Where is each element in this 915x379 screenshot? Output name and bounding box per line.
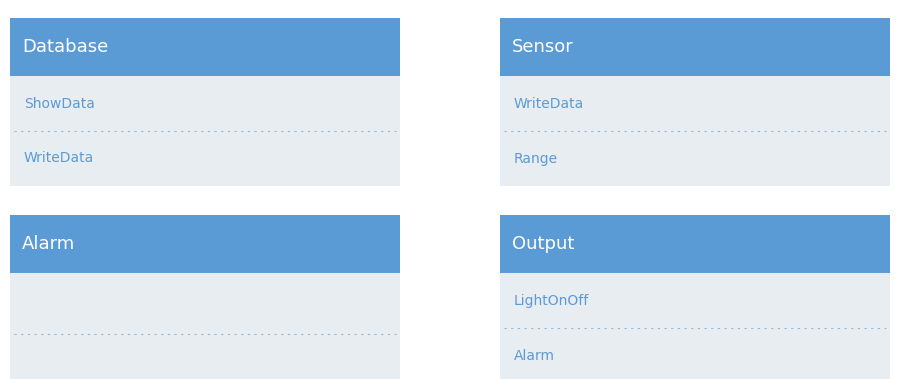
FancyBboxPatch shape xyxy=(500,18,890,76)
FancyBboxPatch shape xyxy=(500,76,890,186)
FancyBboxPatch shape xyxy=(10,215,400,273)
FancyBboxPatch shape xyxy=(10,273,400,379)
FancyBboxPatch shape xyxy=(10,76,400,186)
Text: Alarm: Alarm xyxy=(22,235,75,253)
FancyBboxPatch shape xyxy=(500,215,890,273)
FancyBboxPatch shape xyxy=(500,273,890,379)
Text: Database: Database xyxy=(22,38,108,56)
FancyBboxPatch shape xyxy=(10,18,400,76)
Text: Sensor: Sensor xyxy=(512,38,574,56)
Text: Alarm: Alarm xyxy=(514,349,555,362)
Text: WriteData: WriteData xyxy=(514,97,585,111)
Text: Range: Range xyxy=(514,152,558,166)
Text: LightOnOff: LightOnOff xyxy=(514,293,589,307)
Text: ShowData: ShowData xyxy=(24,97,95,111)
Text: Output: Output xyxy=(512,235,575,253)
Text: WriteData: WriteData xyxy=(24,152,94,166)
